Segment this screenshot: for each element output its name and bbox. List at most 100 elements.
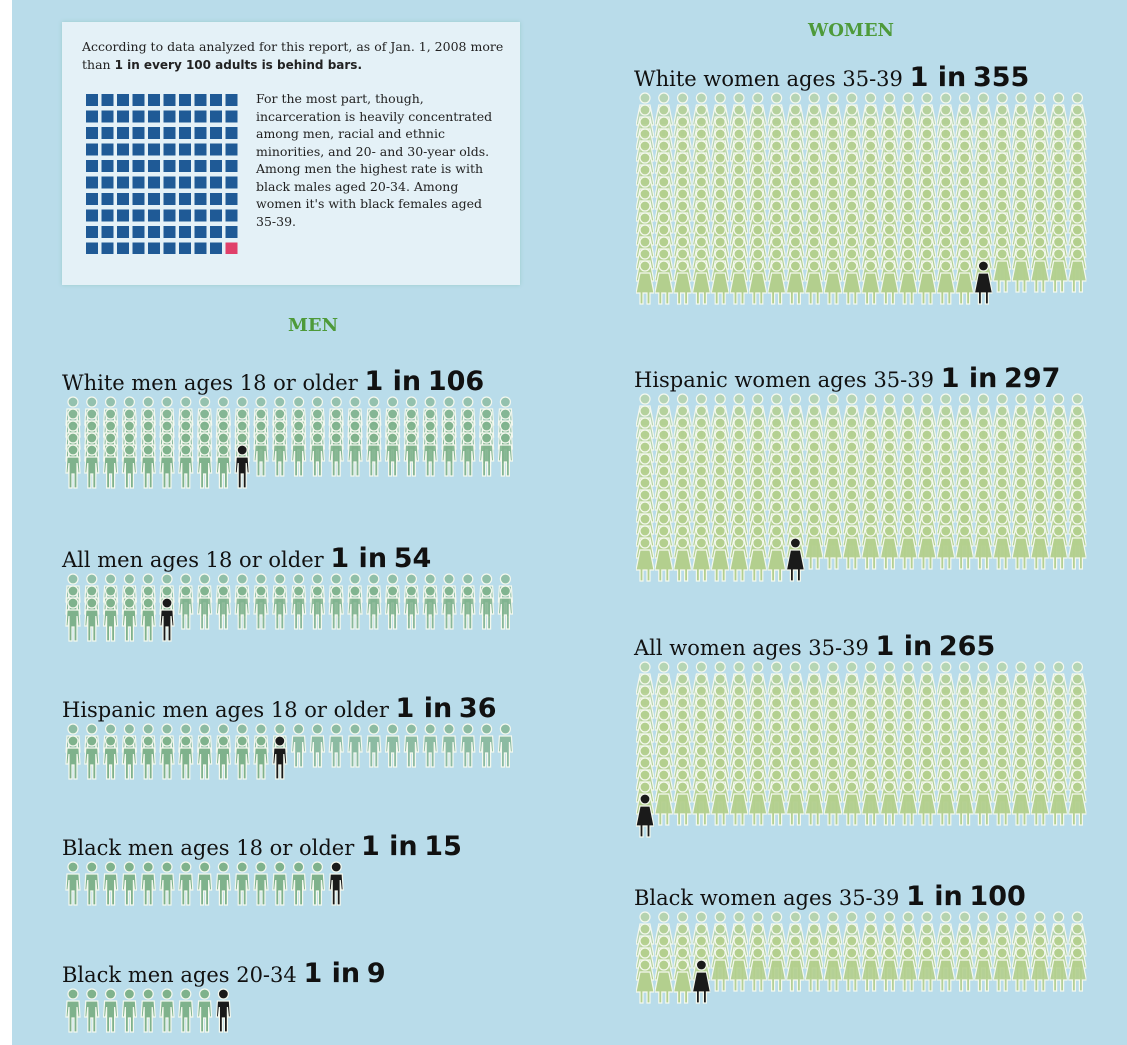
person-icon [272,861,288,906]
person-icon [140,735,156,780]
grid-square [148,242,160,254]
group-value: 297 [1004,363,1061,394]
person-icon [65,988,81,1033]
grid-square [179,143,191,156]
person-icon [422,432,438,477]
highlight-icon [328,861,344,906]
grid-square [101,242,114,254]
person-icon [121,988,137,1033]
grid-square [117,143,129,156]
grid-square [101,176,114,189]
person-icon [479,585,495,630]
person-icon [197,988,213,1033]
grid-square [163,226,176,238]
grid-square [86,160,98,172]
person-icon [197,735,213,780]
group-value: 355 [972,62,1030,93]
grid-square [101,193,114,205]
person-icon [197,444,213,489]
group-value: 100 [969,881,1026,912]
grid-square [194,160,207,172]
person-icon [366,585,382,630]
group-ratio: 1 in [364,366,422,397]
hundred-grid [86,94,238,254]
person-icon [159,444,175,489]
person-icon [309,585,325,630]
grid-square [179,226,191,238]
group-title: Black women ages 35-39 1 in 100 [634,881,1026,912]
person-icon [140,861,156,906]
grid-square [117,127,129,139]
person-icon [385,432,401,477]
group-value: 265 [938,631,996,662]
person-icon [65,861,81,906]
person-icon [140,444,156,489]
person-icon [309,723,325,768]
grid-square [210,94,222,106]
person-icon [291,861,307,906]
person-icon [215,444,231,489]
icon-group [636,92,1087,305]
grid-square [163,143,176,156]
person-icon [253,585,269,630]
person-icon [403,723,419,768]
group-title: All women ages 35-39 1 in 265 [634,631,995,662]
person-icon [366,723,382,768]
grid-square [163,110,176,123]
person-icon [140,988,156,1033]
group-value: 106 [427,366,485,397]
grid-square [86,242,98,254]
grid-square [132,226,145,238]
grid-square [225,94,238,106]
person-icon [84,861,100,906]
grid-square [117,226,129,238]
group-title: White men ages 18 or older 1 in 106 [62,366,484,397]
grid-square [179,160,191,172]
person-icon [159,988,175,1033]
grid-square [101,94,114,106]
person-icon [84,597,100,642]
grid-square [194,209,207,222]
icon-group [636,393,1087,582]
person-icon [121,444,137,489]
person-icon [102,444,119,489]
person-icon [84,444,100,489]
group-title: Black men ages 20-34 1 in 9 [62,958,386,989]
person-icon [159,861,175,906]
highlight-icon [234,444,250,489]
person-icon [460,723,476,768]
group-label: All men ages 18 or older [62,548,324,572]
group-label: All women ages 35-39 [634,636,869,660]
grid-square [225,209,238,222]
person-icon [197,861,213,906]
person-icon [234,861,250,906]
person-icon [385,585,401,630]
grid-square [86,209,98,222]
grid-square [179,94,191,106]
person-icon [215,735,231,780]
grid-square [210,209,222,222]
intro-lead: According to data analyzed for this repo… [82,38,512,74]
person-icon [178,444,194,489]
grid-square [148,94,160,106]
person-icon [291,432,307,477]
person-icon [328,723,344,768]
person-icon [441,585,457,630]
person-icon [215,861,231,906]
person-icon [253,735,269,780]
person-icon [215,585,231,630]
person-icon [121,735,137,780]
grid-square [86,226,98,238]
person-icon [309,432,325,477]
grid-square [225,143,238,156]
grid-square [117,160,129,172]
intro-body: For the most part, though, incarceration… [256,91,493,229]
icon-group [636,911,1087,1004]
grid-square [148,110,160,123]
person-icon [347,585,363,630]
person-icon [65,735,81,780]
grid-square [225,193,238,205]
grid-square [179,209,191,222]
grid-square [210,143,222,156]
grid-square [225,127,238,139]
